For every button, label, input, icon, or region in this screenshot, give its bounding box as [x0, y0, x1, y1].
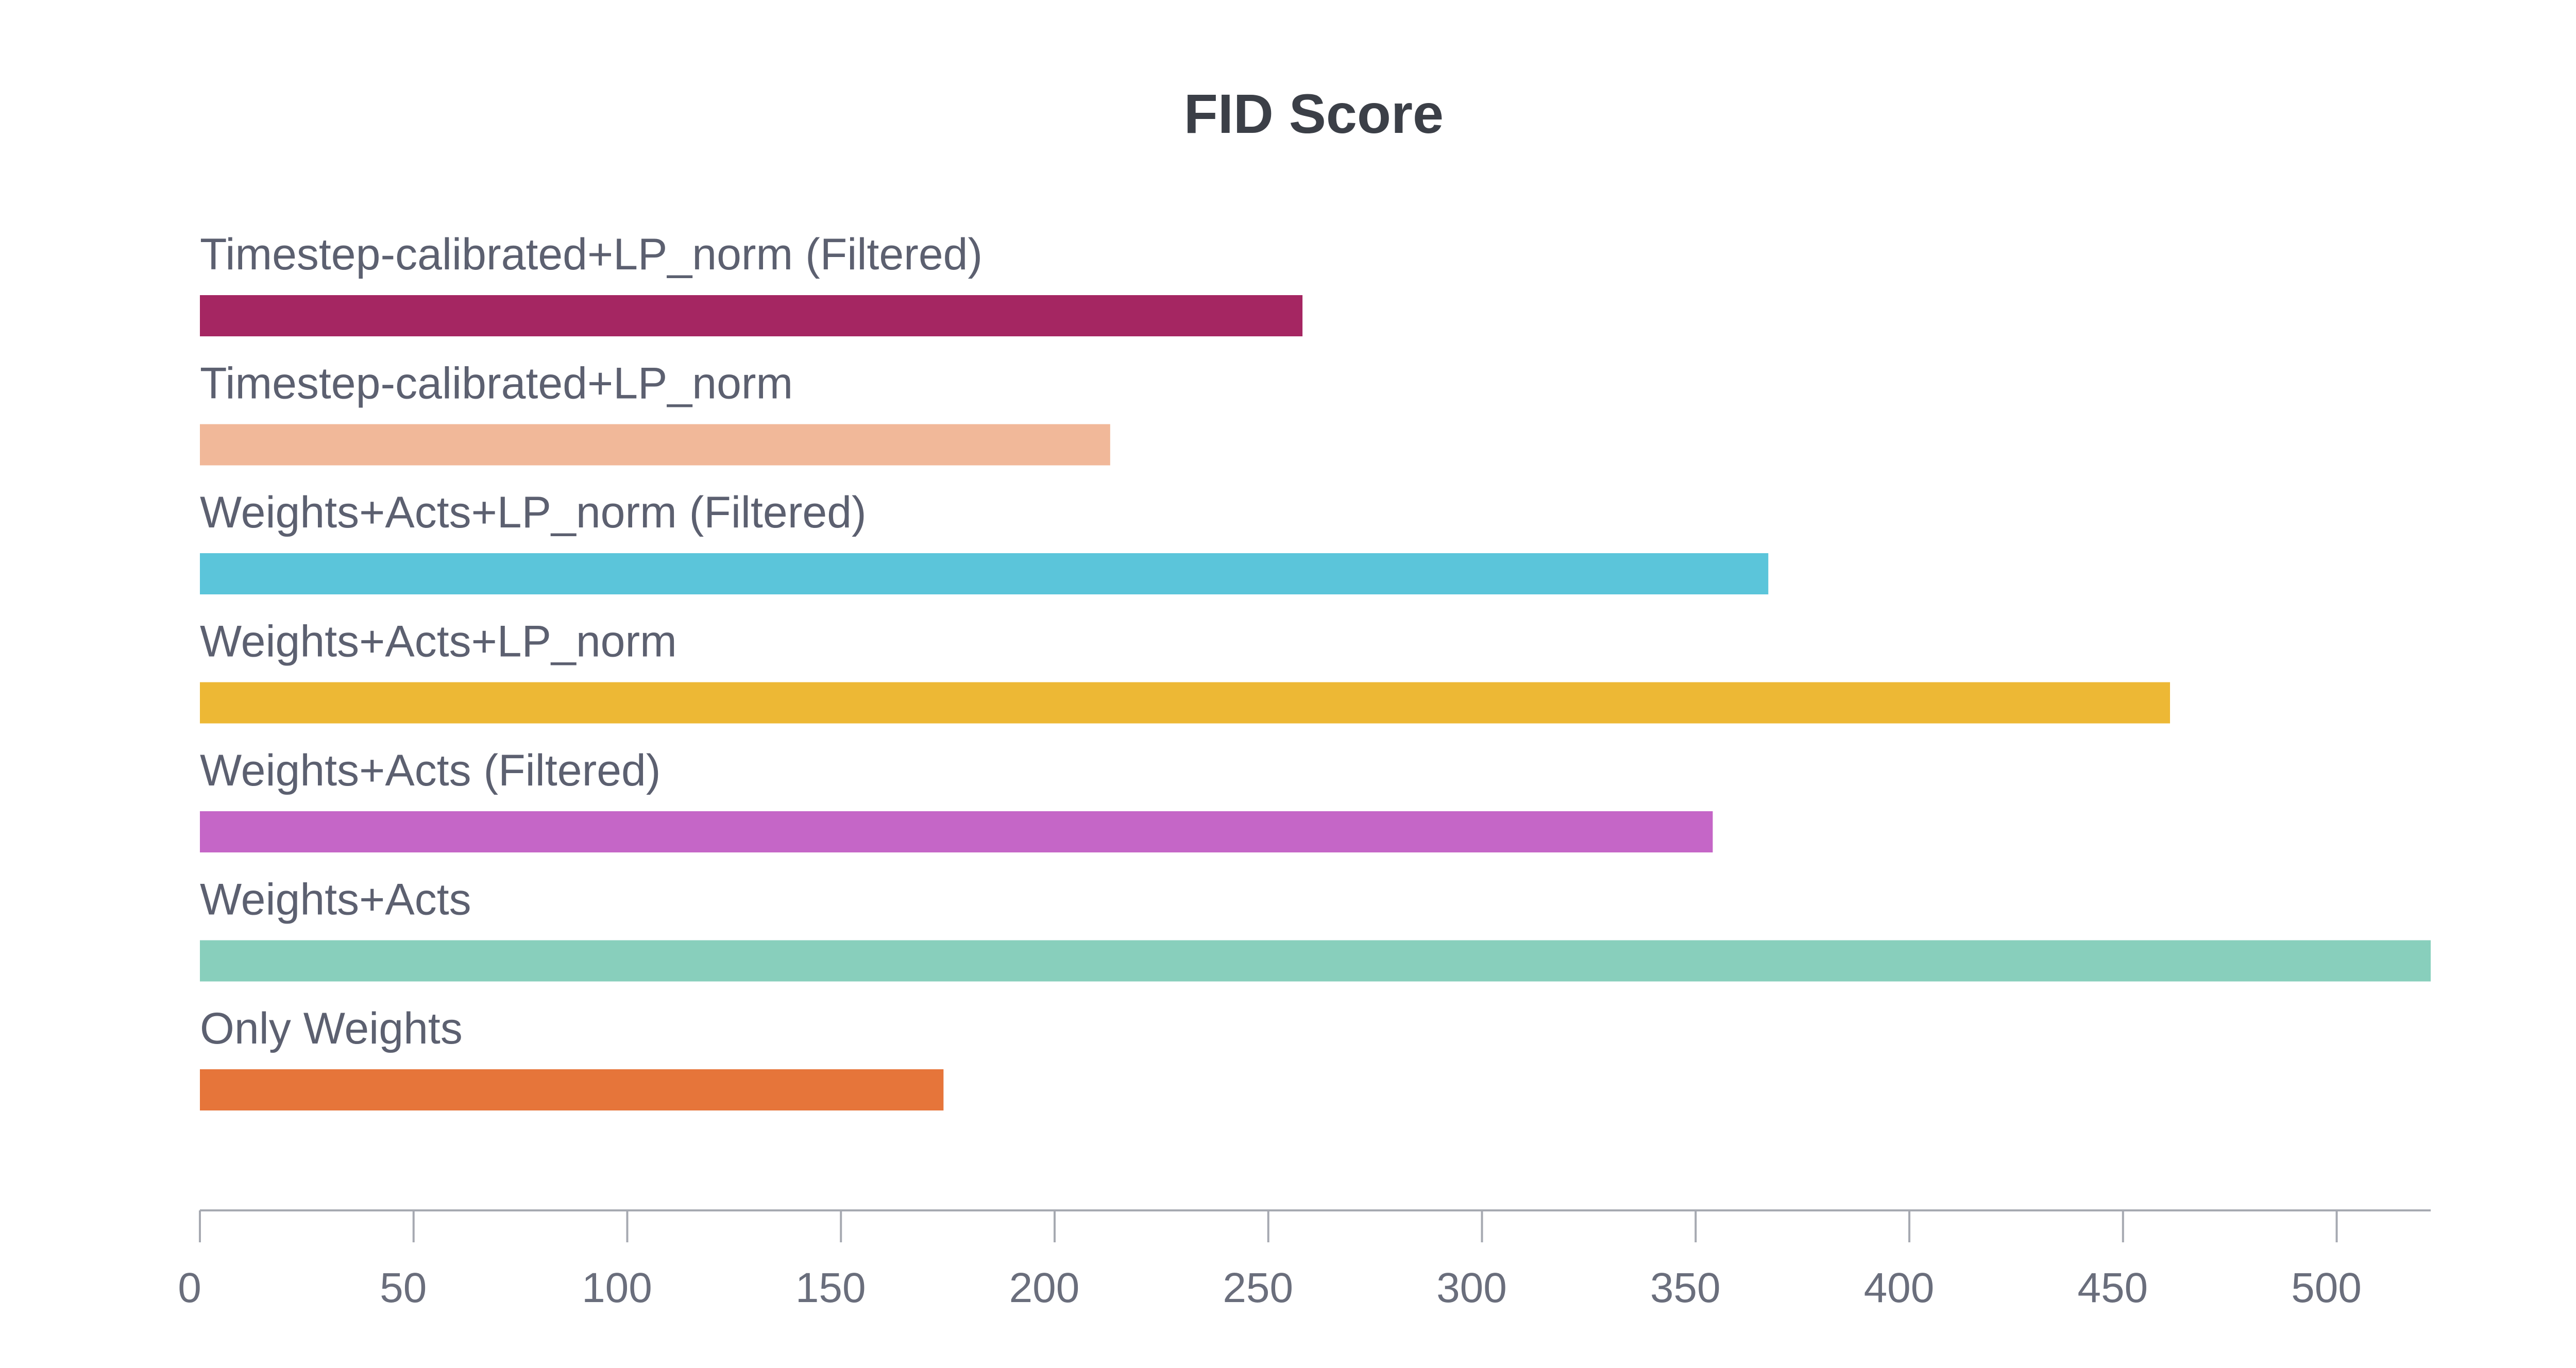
x-tick-label: 400 — [1864, 1264, 1935, 1311]
x-tick-label: 300 — [1436, 1264, 1507, 1311]
category-label: Weights+Acts+LP_norm (Filtered) — [200, 488, 867, 537]
x-tick-label: 450 — [2077, 1264, 2148, 1311]
x-axis: 0 50 100 150 200 250 300 350 400 450 500 — [178, 1209, 2431, 1311]
bars-group: Timestep-calibrated+LP_norm (Filtered) Ti… — [200, 230, 2431, 1110]
category-label: Timestep-calibrated+LP_norm (Filtered) — [200, 230, 982, 279]
x-tick-label: 100 — [582, 1264, 652, 1311]
x-tick-label: 0 — [178, 1264, 201, 1311]
x-tick-label: 150 — [795, 1264, 866, 1311]
x-tick-label: 350 — [1650, 1264, 1721, 1311]
category-label: Weights+Acts (Filtered) — [200, 746, 661, 795]
bar — [200, 295, 1303, 336]
category-label: Weights+Acts — [200, 875, 471, 925]
bar — [200, 1069, 944, 1110]
bar — [200, 424, 1110, 466]
bar — [200, 811, 1713, 852]
category-label: Only Weights — [200, 1004, 463, 1053]
bar — [200, 940, 2431, 982]
bar — [200, 682, 2171, 724]
x-tick-label: 500 — [2291, 1264, 2362, 1311]
x-tick-label: 250 — [1223, 1264, 1293, 1311]
x-tick-label: 50 — [380, 1264, 427, 1311]
bar — [200, 553, 1769, 594]
chart-title: FID Score — [1184, 82, 1444, 145]
category-label: Weights+Acts+LP_norm — [200, 617, 677, 666]
x-tick-label: 200 — [1009, 1264, 1080, 1311]
category-label: Timestep-calibrated+LP_norm — [200, 359, 793, 408]
